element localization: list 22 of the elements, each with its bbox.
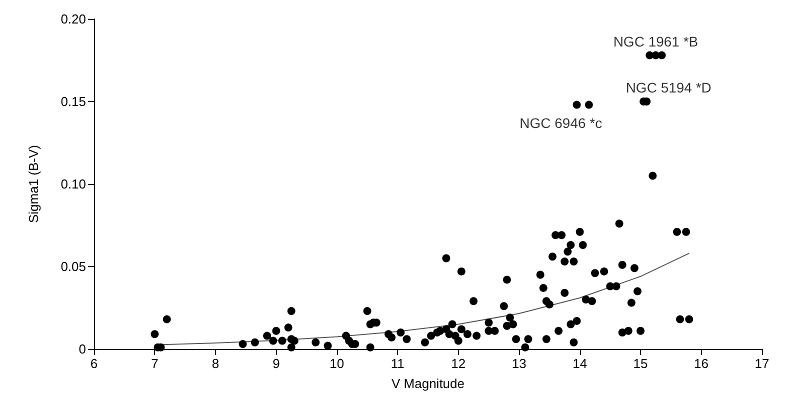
x-tick-label: 11 [390,356,404,371]
x-tick-label: 7 [151,356,158,371]
x-tick-label: 15 [633,356,648,371]
annotation: NGC 6946 *c [520,114,602,131]
y-axis-title: Sigma1 (B-V) [26,144,41,224]
x-axis-title: V Magnitude [392,376,464,391]
y-tick-label: 0.15 [60,94,86,109]
annotation: NGC 1961 *B [613,33,698,50]
x-tick-label: 17 [754,356,770,371]
annotation: NGC 5194 *D [626,80,712,96]
y-tick-label: 0 [78,342,86,356]
x-tick-label: 13 [512,356,526,371]
y-tick-label: 0.20 [60,12,86,26]
x-tick-label: 6 [90,356,98,371]
x-tick-label: 16 [694,356,709,371]
y-tick-label: 0.05 [60,259,86,274]
x-tick-label: 10 [330,356,344,371]
x-tick-label: 12 [451,356,466,371]
x-tick-label: 9 [272,356,280,371]
y-tick-label: 0.10 [60,176,86,192]
x-tick-label: 14 [572,356,588,371]
x-tick-label: 8 [212,356,220,371]
